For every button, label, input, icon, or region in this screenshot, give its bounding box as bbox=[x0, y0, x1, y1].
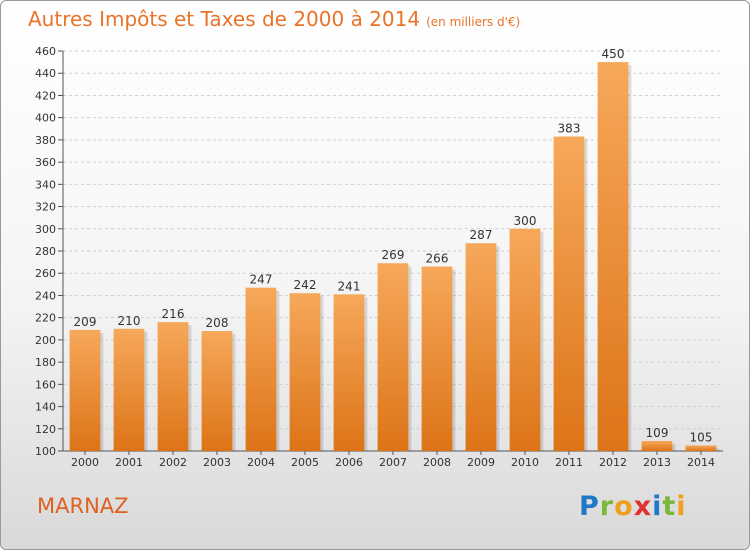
bar-value-label: 247 bbox=[250, 273, 273, 287]
bar-value-label: 450 bbox=[602, 47, 625, 61]
y-tick-label: 320 bbox=[35, 201, 56, 214]
y-tick-label: 160 bbox=[35, 378, 56, 391]
logo-letter: i bbox=[652, 491, 663, 522]
x-tick-label: 2011 bbox=[555, 456, 583, 469]
bar bbox=[377, 263, 409, 451]
logo-letter: t bbox=[662, 491, 677, 522]
bar bbox=[597, 62, 629, 451]
unit-label: (en milliers d'€) bbox=[426, 15, 521, 29]
bar-value-label: 216 bbox=[162, 307, 185, 321]
bar-value-label: 208 bbox=[206, 316, 229, 330]
bar bbox=[421, 266, 453, 451]
y-tick-label: 200 bbox=[35, 334, 56, 347]
bar bbox=[465, 243, 497, 451]
x-tick-label: 2013 bbox=[643, 456, 671, 469]
bar bbox=[641, 441, 673, 451]
x-tick-label: 2005 bbox=[291, 456, 319, 469]
x-tick-label: 2010 bbox=[511, 456, 539, 469]
bar bbox=[509, 228, 541, 451]
bar bbox=[553, 136, 585, 452]
x-tick-label: 2012 bbox=[599, 456, 627, 469]
y-tick-label: 280 bbox=[35, 245, 56, 258]
bar bbox=[245, 287, 277, 451]
x-tick-label: 2007 bbox=[379, 456, 407, 469]
logo-letter: r bbox=[599, 491, 615, 522]
y-tick-label: 140 bbox=[35, 401, 56, 414]
x-tick-label: 2003 bbox=[203, 456, 231, 469]
logo-letter: o bbox=[614, 491, 634, 522]
logo-letter: x bbox=[633, 491, 653, 522]
bar-value-label: 383 bbox=[558, 122, 581, 136]
chart-title: Autres Impôts et Taxes de 2000 à 2014 (en… bbox=[28, 7, 520, 31]
y-tick-label: 440 bbox=[35, 67, 56, 80]
y-tick-label: 340 bbox=[35, 178, 56, 191]
bar bbox=[157, 322, 189, 451]
bar bbox=[289, 293, 321, 451]
x-tick-label: 2002 bbox=[159, 456, 187, 469]
y-tick-label: 420 bbox=[35, 89, 56, 102]
bar bbox=[333, 294, 365, 451]
y-tick-label: 180 bbox=[35, 356, 56, 369]
bar bbox=[201, 331, 233, 451]
town-name: MARNAZ bbox=[37, 494, 129, 518]
x-tick-label: 2006 bbox=[335, 456, 363, 469]
x-tick-label: 2001 bbox=[115, 456, 143, 469]
y-tick-label: 220 bbox=[35, 312, 56, 325]
bar-value-label: 269 bbox=[382, 248, 405, 262]
x-tick-label: 2008 bbox=[423, 456, 451, 469]
logo-letter: P bbox=[579, 491, 600, 522]
y-tick-label: 300 bbox=[35, 223, 56, 236]
y-tick-label: 380 bbox=[35, 134, 56, 147]
bar-value-label: 109 bbox=[646, 426, 669, 440]
y-tick-label: 120 bbox=[35, 423, 56, 436]
bars: 209 210 216 208 247 242 241 269 266 287 300 383 450 1… bbox=[69, 47, 720, 452]
x-tick-label: 2014 bbox=[687, 456, 715, 469]
bar bbox=[113, 328, 145, 451]
y-tick-label: 400 bbox=[35, 112, 56, 125]
bar-value-label: 300 bbox=[514, 214, 537, 228]
y-tick-label: 360 bbox=[35, 156, 56, 169]
x-tick-label: 2004 bbox=[247, 456, 275, 469]
title-text: Autres Impôts et Taxes de 2000 à 2014 bbox=[28, 7, 421, 31]
bar-value-label: 209 bbox=[74, 315, 97, 329]
bar-value-label: 266 bbox=[426, 252, 449, 266]
x-tick-label: 2000 bbox=[71, 456, 99, 469]
y-tick-label: 260 bbox=[35, 267, 56, 280]
bar-value-label: 287 bbox=[470, 228, 493, 242]
bar-value-label: 241 bbox=[338, 279, 361, 293]
axes: 100 120 140 160 180 200 220 240 260 280 300 320 340 3… bbox=[35, 45, 723, 469]
y-tick-label: 460 bbox=[35, 45, 56, 58]
logo-letter: i bbox=[676, 491, 687, 522]
bar-value-label: 210 bbox=[118, 314, 141, 328]
bar bbox=[685, 445, 717, 451]
bar-value-label: 105 bbox=[690, 430, 713, 444]
y-tick-label: 240 bbox=[35, 289, 56, 302]
x-tick-label: 2009 bbox=[467, 456, 495, 469]
y-tick-label: 100 bbox=[35, 445, 56, 458]
proxiti-logo[interactable]: Proxiti bbox=[579, 491, 687, 522]
bar-value-label: 242 bbox=[294, 278, 317, 292]
bar bbox=[69, 329, 101, 451]
